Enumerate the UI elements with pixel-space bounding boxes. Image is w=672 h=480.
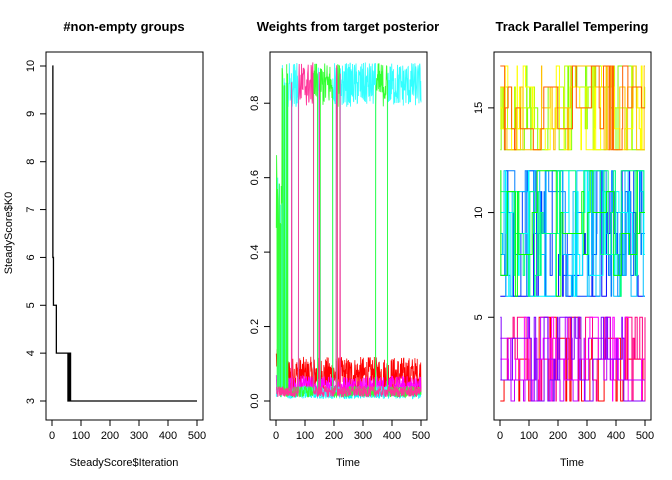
y-tick-label: 3 [25, 398, 37, 404]
chain-track [500, 65, 645, 151]
chart-title: Weights from target posterior [257, 19, 440, 34]
x-axis-label: SteadyScore$Iteration [70, 457, 179, 469]
x-tick-label: 400 [159, 430, 177, 442]
y-tick-label: 7 [25, 207, 37, 213]
chart-panel-tempering: Track Parallel Tempering 0 100 200 300 400 50… [473, 19, 654, 469]
plot-frame [45, 51, 204, 421]
y-tick-label: 15 [473, 102, 485, 114]
x-tick-label: 300 [130, 430, 148, 442]
series-line [275, 62, 422, 398]
chart-title: #non-empty groups [63, 19, 184, 34]
plot-frame [493, 51, 652, 421]
x-tick-label: 500 [412, 430, 430, 442]
x-tick-label: 300 [354, 430, 372, 442]
y-tick-label: 0.4 [249, 244, 261, 259]
x-tick-label: 0 [49, 430, 55, 442]
x-tick-label: 200 [325, 430, 343, 442]
chain-track [500, 170, 645, 297]
series-line [52, 65, 197, 402]
y-tick-label: 9 [25, 111, 37, 117]
x-tick-label: 400 [383, 430, 401, 442]
chart-panel-weights: Weights from target posterior 0 100 200 300… [249, 19, 439, 469]
x-tick-label: 300 [578, 430, 596, 442]
x-tick-label: 500 [188, 430, 206, 442]
y-tick-label: 5 [25, 302, 37, 308]
y-tick-label: 0.8 [249, 96, 261, 111]
y-tick-label: 0.0 [249, 393, 261, 408]
chain-track [500, 316, 645, 402]
y-tick-label: 0.2 [249, 319, 261, 334]
x-tick-label: 500 [636, 430, 654, 442]
y-tick-label: 4 [25, 350, 37, 356]
x-tick-label: 100 [520, 430, 538, 442]
y-tick-label: 0.6 [249, 170, 261, 185]
chart-title: Track Parallel Tempering [496, 19, 649, 34]
plot-frame [269, 51, 428, 421]
x-tick-label: 400 [607, 430, 625, 442]
series-line [275, 348, 422, 394]
x-axis-label: Time [560, 457, 584, 469]
y-tick-label: 5 [473, 314, 485, 320]
x-tick-label: 200 [101, 430, 119, 442]
chain-track [500, 65, 645, 151]
x-axis-label: Time [336, 457, 360, 469]
x-tick-label: 100 [296, 430, 314, 442]
y-tick-label: 10 [25, 60, 37, 72]
x-tick-label: 200 [549, 430, 567, 442]
x-tick-label: 0 [273, 430, 279, 442]
x-tick-label: 0 [497, 430, 503, 442]
chain-track [500, 170, 645, 297]
y-tick-label: 8 [25, 159, 37, 165]
y-axis-label: SteadyScore$K0 [3, 192, 15, 275]
y-tick-label: 10 [473, 206, 485, 218]
x-tick-label: 100 [72, 430, 90, 442]
y-tick-label: 6 [25, 254, 37, 260]
chart-panel-groups: #non-empty groups 0 100 200 300 400 500 3 4 5 6 7… [3, 19, 206, 469]
